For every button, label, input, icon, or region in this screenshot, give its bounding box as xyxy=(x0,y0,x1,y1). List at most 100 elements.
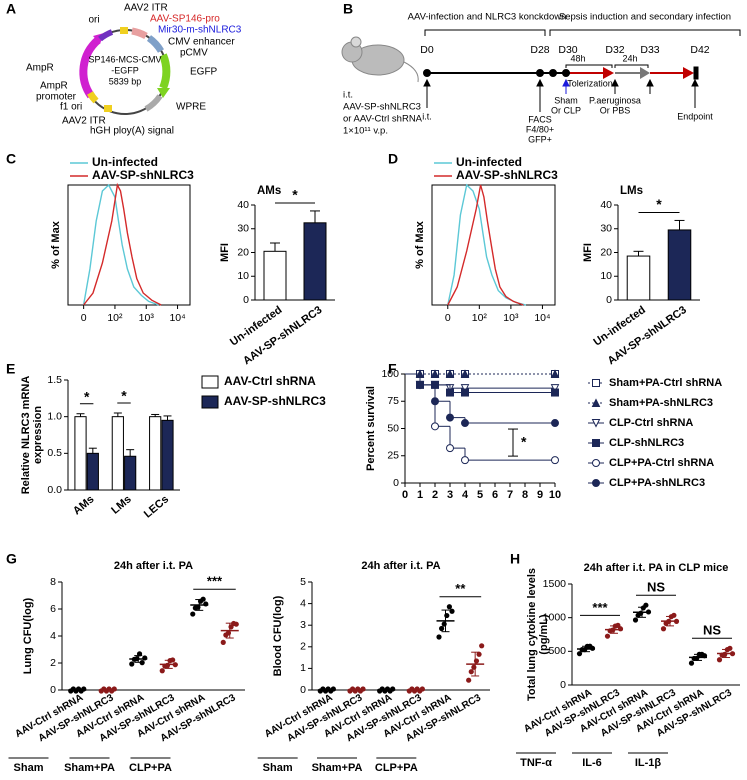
data-point xyxy=(81,686,87,692)
plasmid-label: Mir30-m-shNLRC3 xyxy=(158,25,242,36)
significance-label: NS xyxy=(647,580,665,595)
plasmid-label: pCMV xyxy=(180,48,208,59)
y-tick-label: 20 xyxy=(237,246,249,258)
arrow-head xyxy=(603,67,614,79)
data-point xyxy=(164,662,171,668)
x-tick-label: LECs xyxy=(142,493,171,520)
data-point xyxy=(360,686,366,692)
plasmid-label: AAV2 ITR xyxy=(62,116,106,127)
data-point xyxy=(617,626,624,632)
group-label: Sham xyxy=(263,762,293,774)
plasmid-label: AmpR xyxy=(26,63,54,74)
data-point xyxy=(449,608,455,614)
phase-label: AAV-infection and NLRC3 konckdown xyxy=(408,12,567,23)
marker xyxy=(446,388,454,397)
y-axis-label: % of Max xyxy=(50,220,62,269)
marker xyxy=(416,380,424,389)
x-tick-label: 8 xyxy=(522,489,528,501)
timepoint xyxy=(562,69,570,77)
plasmid-label: AmpR xyxy=(40,81,68,92)
y-axis-label: % of Max xyxy=(414,220,426,269)
y-tick-label: 30 xyxy=(237,223,249,235)
y-tick-label: 75 xyxy=(387,395,399,407)
panel-label: F xyxy=(388,361,397,377)
wpre-segment xyxy=(144,94,163,112)
legend-label: Un-infected xyxy=(456,155,522,169)
event-label: F4/80+ xyxy=(526,124,554,134)
legend-label: Sham+PA-Ctrl shRNA xyxy=(609,377,722,389)
group-label: IL-1β xyxy=(635,757,662,769)
treatment-label: 1×10¹¹ v.p. xyxy=(343,126,388,137)
legend-marker xyxy=(592,439,600,447)
y-tick-label: 1.0 xyxy=(47,410,62,422)
histogram-curve xyxy=(83,182,162,306)
bar xyxy=(303,222,327,301)
panel-label: E xyxy=(6,361,15,377)
legend-label: Sham+PA-shNLRC3 xyxy=(609,397,713,409)
legend-marker xyxy=(591,419,601,428)
plasmid-map xyxy=(79,27,171,115)
event-label: Endpoint xyxy=(677,111,713,121)
significance-label: NS xyxy=(703,623,721,638)
timepoint xyxy=(549,69,557,77)
y-axis-label: MFI xyxy=(219,243,231,262)
phase-bracket xyxy=(549,29,741,36)
x-tick-label: 10 xyxy=(549,489,561,501)
arrow-head xyxy=(683,67,694,79)
data-point xyxy=(446,604,452,610)
panel-label: A xyxy=(6,1,16,17)
data-point xyxy=(419,686,425,692)
y-tick-label: 3 xyxy=(300,619,306,631)
group-label: Sham+PA xyxy=(312,762,363,774)
treatment-label: or AAV-Ctrl shRNA xyxy=(343,114,423,125)
data-point xyxy=(688,660,695,666)
x-tick-label: 10⁴ xyxy=(169,312,185,324)
y-tick-label: 1 xyxy=(300,662,306,674)
egfp-segment xyxy=(159,53,171,90)
marker xyxy=(430,369,440,378)
cmv-segment xyxy=(146,35,165,53)
data-point xyxy=(638,610,644,616)
chart-title: AMs xyxy=(257,185,281,197)
egfp-arrow xyxy=(157,88,170,98)
marker xyxy=(461,388,469,397)
ampr-segment xyxy=(79,36,101,99)
data-point xyxy=(233,621,239,627)
x-tick-label: 4 xyxy=(462,489,469,501)
y-tick-label: 4 xyxy=(300,597,306,609)
endpoint-marker xyxy=(693,66,699,80)
plasmid-name: -EGFP xyxy=(111,65,139,75)
data-point xyxy=(330,686,336,692)
plasmid-label: AAV-SP146-pro xyxy=(150,14,220,25)
day-label: D32 xyxy=(605,44,624,56)
panel-label: C xyxy=(6,151,16,167)
legend-swatch xyxy=(201,375,219,389)
y-tick-label: 10 xyxy=(600,270,612,282)
y-axis-label: MFI xyxy=(582,243,594,262)
y-tick-label: 20 xyxy=(600,246,612,258)
day-label: D30 xyxy=(558,44,577,56)
arrow-head xyxy=(423,78,431,87)
plasmid-label: WPRE xyxy=(176,102,206,113)
group-label: TNF-α xyxy=(520,757,552,769)
bar xyxy=(263,250,287,301)
interval-label: 24h xyxy=(622,53,637,63)
mouse-ear xyxy=(350,36,362,48)
mouse-tail xyxy=(403,61,419,83)
data-point xyxy=(203,601,209,607)
plot-frame xyxy=(431,184,556,306)
y-tick-label: 100 xyxy=(381,368,399,380)
event-label: Or CLP xyxy=(551,105,581,115)
x-tick-label: 10² xyxy=(107,312,123,324)
bar xyxy=(149,416,162,491)
y-axis-label: Blood CFU(log) xyxy=(272,595,284,676)
y-tick-label: 1.5 xyxy=(47,374,62,386)
group-label: IL-6 xyxy=(582,757,602,769)
bar xyxy=(86,452,99,491)
event-label: i.t. xyxy=(422,111,432,121)
y-tick-label: 0 xyxy=(50,684,56,696)
plasmid-label: promoter xyxy=(36,92,77,103)
marker xyxy=(446,413,454,422)
group-label: Sham xyxy=(14,762,44,774)
y-tick-label: 2 xyxy=(300,641,306,653)
